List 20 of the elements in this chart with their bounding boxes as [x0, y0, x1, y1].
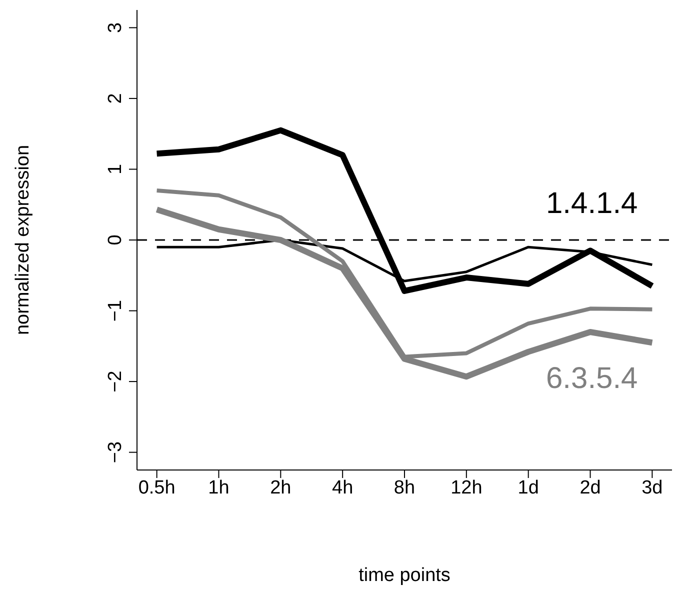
y-tick-label: −2: [105, 370, 126, 392]
x-tick-label: 12h: [450, 477, 482, 498]
x-tick-label: 2h: [270, 477, 292, 498]
y-tick-label: −1: [105, 300, 126, 322]
y-tick-label: −3: [105, 441, 126, 464]
x-tick-label: 8h: [394, 477, 416, 498]
y-tick-label: 1: [105, 164, 126, 175]
x-tick-label: 0.5h: [138, 477, 176, 498]
x-tick-label: 1h: [208, 477, 230, 498]
x-tick-label: 1d: [518, 477, 539, 498]
y-axis-title: normalized expression: [12, 144, 34, 336]
y-tick-label: 0: [105, 234, 126, 246]
x-tick-label: 3d: [642, 477, 663, 498]
y-tick-label: 3: [105, 22, 126, 33]
annotation: 6.3.5.4: [546, 362, 638, 396]
y-tick-label: 2: [105, 93, 126, 104]
x-tick-label: 4h: [332, 477, 354, 498]
x-tick-label: 2d: [580, 477, 601, 498]
x-axis-title: time points: [358, 565, 450, 586]
annotation: 1.4.1.4: [546, 187, 638, 221]
